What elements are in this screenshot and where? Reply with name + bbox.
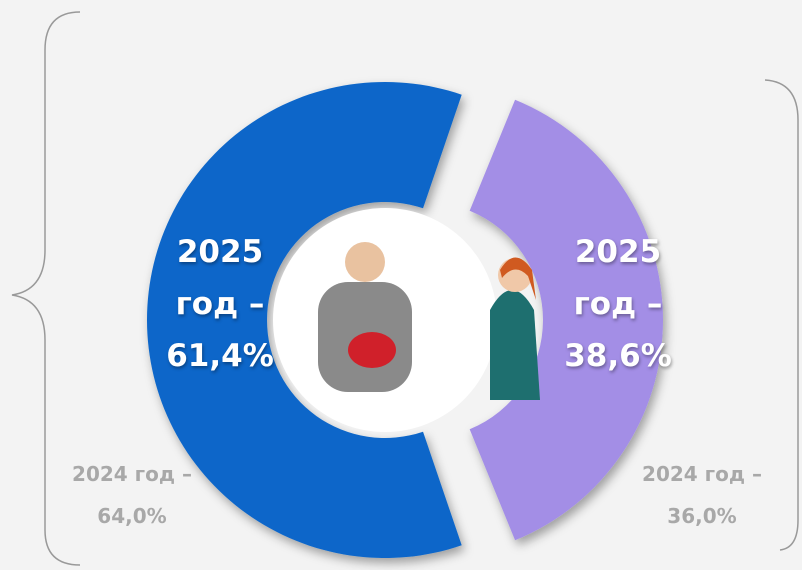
value-label: 2025 год – 61,4% [155,226,285,382]
annotation: 2024 год – 36,0% [622,453,782,537]
annotation: 2024 год – 64,0% [52,453,212,537]
value-label: 2025 год – 38,6% [553,226,683,382]
infographic: 2025 год – 61,4% 2025 год – 38,6% 2024 г… [0,0,802,570]
